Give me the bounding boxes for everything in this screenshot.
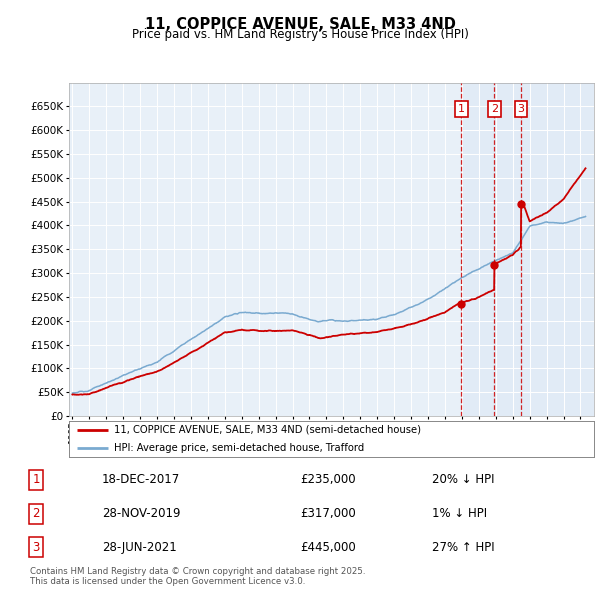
Text: 27% ↑ HPI: 27% ↑ HPI — [432, 540, 494, 554]
Text: £445,000: £445,000 — [300, 540, 356, 554]
Text: Price paid vs. HM Land Registry's House Price Index (HPI): Price paid vs. HM Land Registry's House … — [131, 28, 469, 41]
Text: £317,000: £317,000 — [300, 507, 356, 520]
Text: 11, COPPICE AVENUE, SALE, M33 4ND (semi-detached house): 11, COPPICE AVENUE, SALE, M33 4ND (semi-… — [113, 425, 421, 435]
Text: 2: 2 — [491, 104, 498, 114]
Text: 28-JUN-2021: 28-JUN-2021 — [102, 540, 177, 554]
Bar — [461, 83, 594, 416]
Text: 11, COPPICE AVENUE, SALE, M33 4ND: 11, COPPICE AVENUE, SALE, M33 4ND — [145, 17, 455, 31]
Text: 3: 3 — [518, 104, 524, 114]
Text: 28-NOV-2019: 28-NOV-2019 — [102, 507, 181, 520]
Text: 1: 1 — [32, 473, 40, 487]
Text: 18-DEC-2017: 18-DEC-2017 — [102, 473, 180, 487]
Text: 20% ↓ HPI: 20% ↓ HPI — [432, 473, 494, 487]
Text: £235,000: £235,000 — [300, 473, 356, 487]
Text: 2: 2 — [32, 507, 40, 520]
Text: HPI: Average price, semi-detached house, Trafford: HPI: Average price, semi-detached house,… — [113, 443, 364, 453]
Text: 1% ↓ HPI: 1% ↓ HPI — [432, 507, 487, 520]
Text: 3: 3 — [32, 540, 40, 554]
Text: Contains HM Land Registry data © Crown copyright and database right 2025.
This d: Contains HM Land Registry data © Crown c… — [30, 567, 365, 586]
Text: 1: 1 — [458, 104, 465, 114]
